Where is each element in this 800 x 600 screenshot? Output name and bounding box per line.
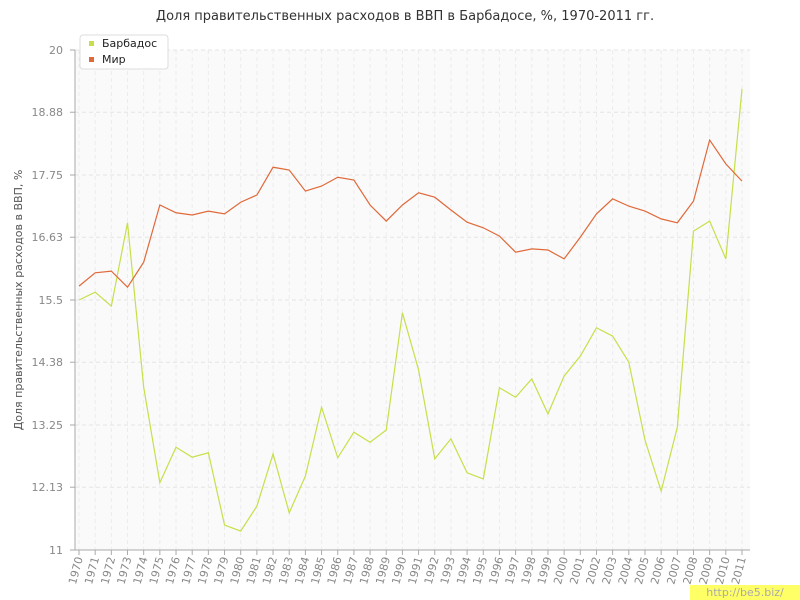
y-tick-label: 17.75: [32, 169, 64, 182]
series: [78, 88, 743, 532]
watermark-bg: [690, 585, 800, 600]
legend: Барбадос Мир: [79, 34, 169, 70]
legend-label: Мир: [102, 53, 126, 66]
legend-box: [79, 34, 169, 70]
y-tick-label: 15.5: [39, 294, 64, 307]
legend-swatch: [89, 41, 94, 46]
y-tick-label: 12.13: [32, 481, 64, 494]
y-tick-label: 20: [49, 44, 63, 57]
watermark: http://be5.biz/: [706, 586, 784, 599]
y-tick-label: 13.25: [32, 419, 64, 432]
y-tick-label: 14.38: [32, 356, 64, 369]
legend-swatch: [89, 57, 94, 62]
y-tick-label: 11: [49, 544, 63, 557]
series-line: [78, 138, 743, 289]
y-tick-label: 16.63: [32, 231, 64, 244]
series-line: [78, 88, 743, 532]
chart-title: Доля правительственных расходов в ВВП в …: [156, 9, 654, 24]
y-tick-label: 18.88: [32, 106, 64, 119]
legend-label: Барбадос: [102, 37, 157, 50]
y-axis-label: Доля правительственных расходов в ВВП, %: [12, 170, 25, 431]
